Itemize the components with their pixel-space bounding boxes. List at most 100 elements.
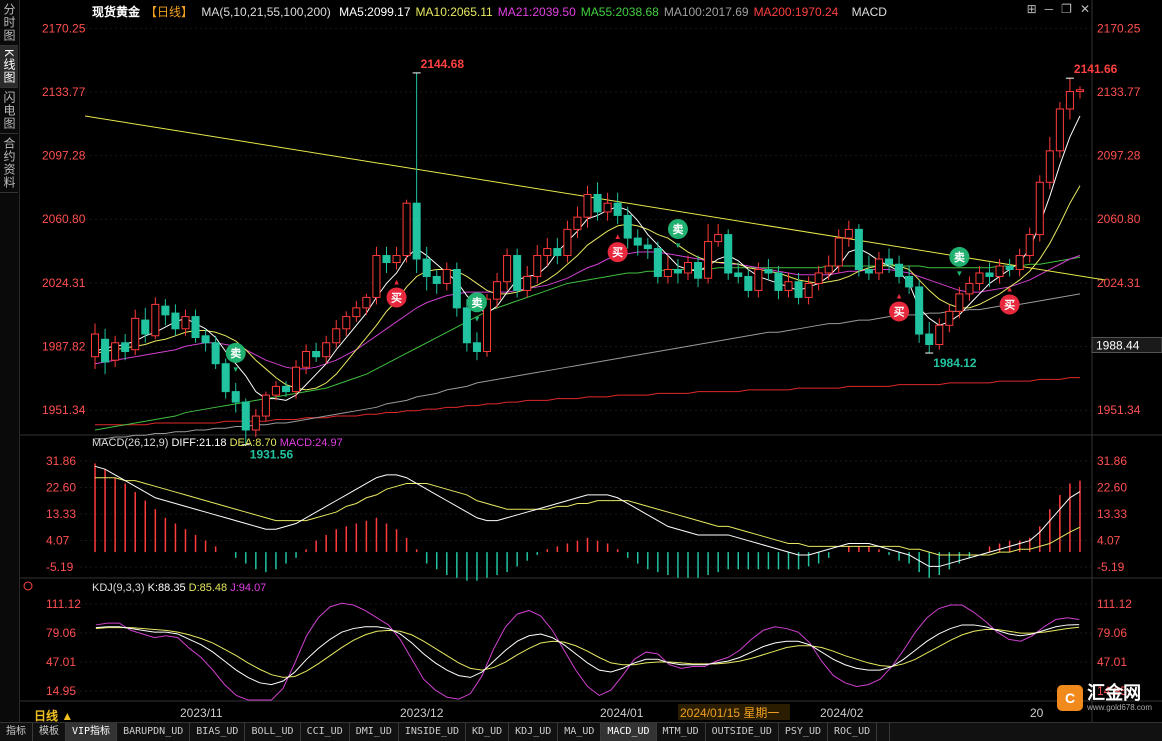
candle-body [814, 272, 823, 284]
tab-4[interactable]: BIAS_UD [190, 723, 246, 741]
chart-canvas[interactable]: 2170.25 2170.25 2133.77 2133.77 2097.28 2097.… [20, 0, 1162, 722]
candle-body [442, 268, 451, 284]
candle-body [523, 275, 532, 291]
tab-17[interactable] [877, 723, 891, 741]
kdj-tick-right: 47.01 [1097, 655, 1127, 669]
kdj-d: D:85.48 [188, 582, 228, 594]
candle-body [754, 268, 763, 291]
tab-3[interactable]: BARUPDN_UD [117, 723, 191, 741]
candle-body [874, 258, 883, 274]
sidebar-item-2[interactable]: 闪电图 [0, 88, 18, 135]
candle-body [945, 310, 954, 326]
candle-body [91, 333, 100, 358]
time-tick: 2023/12 [400, 706, 444, 720]
layout-icon[interactable]: ⊞ [1026, 2, 1037, 16]
extreme-label: 1931.56 [250, 448, 294, 462]
tab-2[interactable]: VIP指标 [66, 723, 118, 741]
ma-value-0: MA5:2099.17 [339, 5, 411, 19]
macd-diff-line [94, 465, 1081, 567]
price-tick-right: 2024.31 [1097, 276, 1141, 290]
tab-0[interactable]: 指标 [0, 723, 33, 741]
kdj-tick-left: 14.95 [46, 684, 76, 698]
tab-8[interactable]: INSIDE_UD [399, 723, 467, 741]
ma-params[interactable]: MA(5,10,21,55,100,200) [201, 5, 331, 19]
buy-signal-icon [386, 287, 407, 308]
tab-13[interactable]: MTM_UD [657, 723, 706, 741]
candle-body [975, 272, 984, 284]
sidebar-item-1[interactable]: K线图 [0, 46, 18, 89]
tab-6[interactable]: CCI_UD [301, 723, 350, 741]
candle-body [352, 307, 361, 318]
candle-body [1055, 108, 1064, 152]
candle-body [302, 350, 311, 368]
candle-body [312, 350, 321, 358]
current-price-label: 1988.44 [1096, 338, 1140, 352]
signal-arrow: ▼ [955, 269, 963, 278]
sell-signal-icon [225, 342, 246, 363]
sell-signal-icon [667, 219, 688, 240]
tab-14[interactable]: OUTSIDE_UD [706, 723, 779, 741]
buy-signal-label: 买 [391, 291, 402, 304]
restore-icon[interactable]: ❐ [1061, 2, 1072, 16]
candle-body [1035, 181, 1044, 236]
macd-diff: DIFF:21.18 [171, 437, 227, 449]
candle-body [1025, 234, 1034, 257]
buy-signal-icon [999, 294, 1020, 315]
tab-7[interactable]: DMI_UD [350, 723, 399, 741]
candle-body [895, 263, 904, 277]
kdj-tick-left: 47.01 [46, 655, 76, 669]
tab-9[interactable]: KD_UD [466, 723, 510, 741]
sidebar-item-3[interactable]: 合约资料 [0, 134, 18, 194]
period-selector[interactable]: 日线 ▲ [34, 709, 74, 723]
tab-15[interactable]: PSY_UD [779, 723, 828, 741]
price-tick-right: 1951.34 [1097, 403, 1141, 417]
candle-body [543, 248, 552, 257]
macd-tick-right: 22.60 [1097, 480, 1127, 494]
candle-body [834, 237, 843, 267]
candle-body [402, 202, 411, 257]
kdj-title: KDJ(9,3,3) [92, 582, 145, 594]
close-icon[interactable]: ✕ [1079, 2, 1090, 16]
tab-16[interactable]: ROC_UD [828, 723, 878, 741]
candle-body [181, 316, 190, 330]
price-tick-right: 2133.77 [1097, 85, 1141, 99]
sidebar-item-0[interactable]: 分时图 [0, 0, 18, 46]
kdj-j: J:94.07 [230, 582, 267, 594]
candle-body [121, 342, 130, 352]
macd-dea-line [95, 477, 1081, 556]
signal-arrow: ▲ [1006, 284, 1014, 293]
candle-body [573, 216, 582, 230]
candle-body [734, 272, 743, 277]
candle-body [211, 342, 220, 365]
macd-tick-right: 4.07 [1097, 533, 1121, 547]
kdj-k: K:88.35 [147, 582, 186, 594]
period-label[interactable]: 【日线】 [145, 5, 194, 19]
buy-signal-icon [889, 301, 910, 322]
candle-body [332, 328, 341, 344]
candle-body [362, 296, 371, 309]
candle-body [704, 241, 713, 279]
kdj-tick-right: 14.95 [1097, 684, 1127, 698]
price-tick-right: 2097.28 [1097, 149, 1141, 163]
tab-10[interactable]: KDJ_UD [509, 723, 559, 741]
candle-body [683, 262, 693, 274]
buy-signal-icon [607, 242, 628, 263]
kdj-tick-right: 111.12 [1097, 597, 1132, 611]
candle-body [151, 303, 160, 337]
buy-signal-label: 买 [894, 305, 905, 318]
tab-12[interactable]: MACD_UD [601, 723, 657, 741]
macd-title: MACD(26,12,9) [92, 437, 169, 449]
candle-body [633, 237, 642, 246]
tab-5[interactable]: BOLL_UD [245, 723, 301, 741]
macd-tick-left: -5.19 [46, 560, 74, 574]
tab-11[interactable]: MA_UD [558, 723, 602, 741]
macd-tick-left: 22.60 [46, 480, 76, 494]
macd-tick-right: 13.33 [1097, 507, 1127, 521]
indicator-tabs: 指标 模板 VIP指标 BARUPDN_UD BIAS_UD BOLL_UD CCI_UD D… [0, 722, 1162, 741]
minimize-icon[interactable]: ─ [1044, 2, 1054, 16]
kdj-k-line [95, 624, 1080, 686]
candle-body [201, 335, 210, 344]
candle-body [231, 391, 240, 403]
tab-1[interactable]: 模板 [33, 723, 66, 741]
kdj-settings-icon [23, 581, 33, 591]
